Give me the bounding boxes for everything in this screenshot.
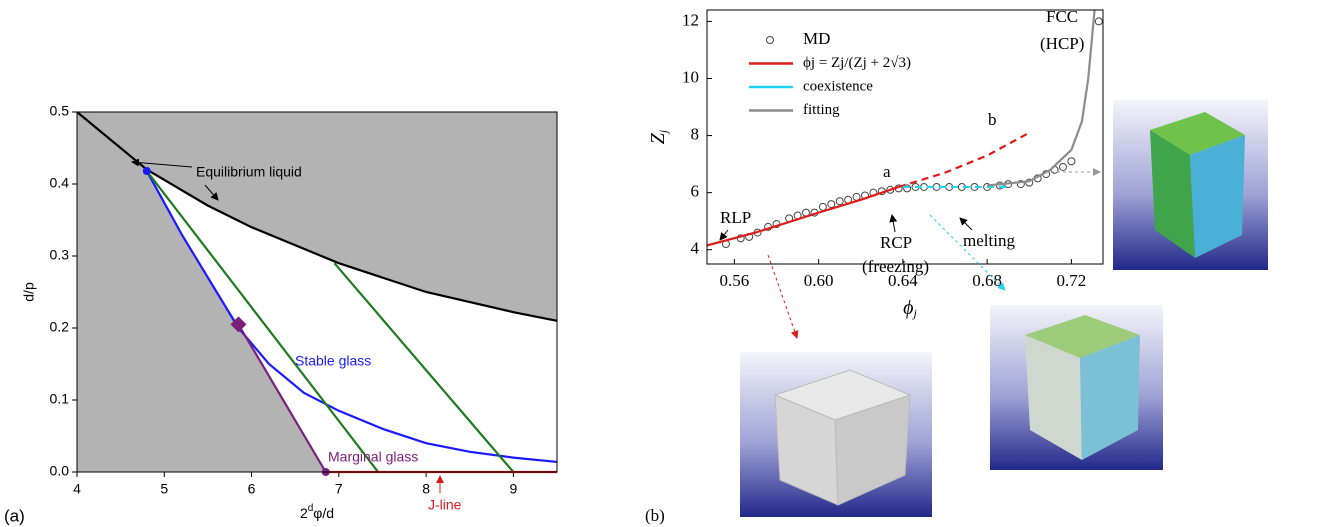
annotation: J-line [428, 497, 462, 513]
panel-a: 4 5 6 7 8 9 0.0 0.1 0.2 0.3 0.4 0.5 d/p 2dφ/d [21, 103, 558, 521]
y-axis-label-sub: j [656, 129, 670, 135]
marker [1094, 17, 1103, 26]
x-tick-label: 4 [73, 481, 81, 497]
arrow [959, 217, 973, 231]
marker [1067, 157, 1076, 166]
annotations-a: Equilibrium liquid Stable glass Marginal… [4, 158, 462, 525]
x-axis-label-part: 2 [300, 505, 308, 521]
cube-top [1150, 112, 1245, 155]
y-tick-label: 8 [691, 124, 700, 143]
x-tick-label: 6 [248, 481, 256, 497]
y-tick-label: 4 [691, 239, 700, 258]
y-tick-label: 0.0 [50, 463, 70, 479]
x-axis-label-sup: d [308, 503, 314, 514]
y-tick-label: 0.2 [50, 319, 70, 335]
arrow [929, 214, 1006, 291]
y-tick-label: 6 [691, 182, 700, 201]
cube-left [1150, 130, 1195, 258]
annotation: RLP [720, 208, 751, 227]
x-tick-label: 0.72 [1057, 271, 1087, 290]
plot-frame [76, 111, 558, 473]
annotation: RCP [880, 233, 912, 252]
series-line [333, 262, 515, 473]
y-tick-label: 10 [682, 67, 699, 86]
y-tick-label: 0.1 [50, 391, 70, 407]
marker [1058, 162, 1067, 171]
marker [835, 197, 844, 206]
y-axis-label-part: Z [647, 132, 669, 144]
legend-label: fitting [803, 102, 840, 118]
series-line [145, 170, 379, 473]
x-axis-label-sub: j [912, 306, 918, 320]
y-tick-label: 0.4 [50, 175, 70, 191]
series-line [987, 9, 1096, 187]
panel-label: (b) [645, 506, 665, 525]
x-axis-label-part: φ/d [313, 505, 334, 521]
glass-region [146, 169, 557, 472]
y-tick-label: 12 [682, 10, 699, 29]
legend-label: coexistence [803, 78, 873, 94]
x-tick-label: 7 [335, 481, 343, 497]
annotation: b [988, 110, 997, 129]
series-line [145, 170, 558, 464]
x-tick-label: 0.60 [804, 271, 834, 290]
series-line [237, 323, 327, 473]
x-tick-label: 9 [509, 481, 517, 497]
arrow [204, 184, 219, 201]
legend-label: ϕj = Zj/(Zj + 2√3) [803, 55, 911, 71]
annotation: (freezing) [862, 257, 929, 276]
arrow [131, 158, 193, 168]
annotation: Stable glass [295, 353, 371, 369]
cube-right [834, 394, 911, 506]
annotation: melting [963, 231, 1015, 250]
cube-right [1080, 335, 1140, 460]
legend-label: MD [803, 29, 830, 48]
marker [230, 316, 247, 333]
series-line [706, 185, 900, 247]
y-tick-label: 0.3 [50, 247, 70, 263]
y-axis-label: Zj [647, 129, 670, 144]
arrow [719, 229, 729, 241]
plot-frame [706, 9, 1104, 265]
annotation: Marginal glass [328, 449, 418, 465]
x-axis-label: ϕj [903, 297, 917, 320]
x-tick-label: 0.68 [972, 271, 1002, 290]
series-line [76, 111, 558, 322]
marker [827, 200, 836, 209]
series-line [898, 131, 1030, 188]
annotation: FCC [1046, 7, 1078, 26]
y-axis-label: d/p [21, 282, 37, 302]
annotation: a [883, 162, 891, 181]
x-axis-label: 2dφ/d [300, 503, 334, 521]
x-tick-label: 8 [422, 481, 430, 497]
arrow [767, 254, 799, 339]
panel-label: (a) [4, 506, 25, 525]
x-tick-label: 0.64 [888, 271, 918, 290]
cube-top [1025, 315, 1140, 358]
marker [818, 202, 827, 211]
legend-marker [766, 36, 774, 44]
cube-left [1025, 335, 1082, 460]
illustrations [740, 100, 1268, 517]
annotation: Equilibrium liquid [196, 164, 302, 180]
annotation: (HCP) [1040, 34, 1084, 53]
marker [142, 167, 151, 176]
x-tick-label: 5 [160, 481, 168, 497]
x-tick-label: 0.56 [720, 271, 750, 290]
x-axis-label-part: ϕ [903, 297, 913, 319]
arrow [889, 214, 898, 233]
cube-right [1190, 135, 1245, 258]
y-tick-label: 0.5 [50, 103, 70, 119]
annotations-b: FCC (HCP) a b RLP RCP (freezing) melting… [645, 7, 1084, 525]
